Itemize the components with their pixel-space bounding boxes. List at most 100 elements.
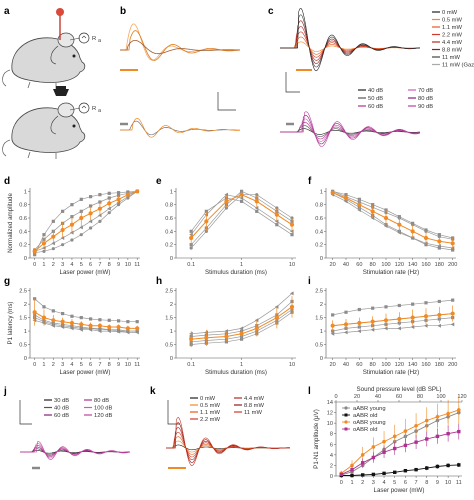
xtick-label-g-8: 8 (108, 362, 111, 368)
mean-point-e-5 (274, 212, 279, 217)
individual-point-d-2-4 (70, 238, 74, 242)
individual-point-d-1-5 (79, 225, 83, 230)
trace-b-top-2 (120, 30, 241, 61)
individual-point-i-0-0 (331, 313, 335, 317)
xtick-label-g-7: 7 (98, 362, 101, 368)
legend-k-label-1: 0 mW (200, 396, 216, 402)
mean-point-h-1 (204, 335, 209, 340)
individual-point-i-0-4 (384, 305, 388, 309)
panel-e: e 0 0.2 0.4 0.6 0.8 1 0.1 1 10 Stimulus duration (… (156, 176, 296, 276)
panel-k-label: k (150, 386, 156, 397)
series-line-l-3 (341, 431, 459, 475)
individual-point-e-3-3 (239, 199, 244, 203)
mean-point-e-0 (189, 235, 194, 241)
legend-k-label-3: 1.1 mW (200, 410, 220, 416)
mean-point-f-0 (330, 190, 335, 195)
panel-c-label: c (268, 6, 274, 17)
individual-point-d-0-2 (51, 219, 55, 223)
series-point-l-2-7 (414, 423, 418, 428)
legend-k-label-5: 4.4 mW (244, 396, 264, 402)
legend-j-label-1: 30 dB (54, 398, 69, 404)
scale-bar-b (217, 92, 236, 111)
series-point-l-1-3 (371, 472, 376, 477)
mean-point-g-1 (41, 315, 47, 320)
individual-point-i-0-2 (357, 307, 361, 312)
mean-point-i-5 (397, 316, 402, 322)
mean-point-f-2 (357, 202, 362, 207)
ytick-label-f-1: 0.2 (315, 243, 323, 249)
series-point-l-3-9 (435, 434, 440, 439)
mean-point-i-8 (437, 312, 442, 318)
legend-sound-label-3: 60 dB (368, 104, 383, 110)
individual-point-g-0-6 (88, 317, 93, 321)
ytick-label-i-0: 0 (320, 356, 323, 362)
individual-point-e-2-4 (255, 193, 259, 197)
mean-point-h-2 (224, 334, 229, 339)
series-line-l-2 (341, 409, 459, 474)
series-point-l-2-1 (350, 463, 354, 468)
ytick-label-g-4: 2 (24, 302, 27, 308)
series-point-l-1-8 (425, 466, 429, 470)
panel-h-label: h (156, 276, 162, 287)
panel-i-label: i (308, 276, 311, 287)
series-point-l-2-8 (424, 418, 429, 423)
speaker-icon (56, 86, 66, 89)
mean-point-h-5 (274, 315, 279, 320)
mean-point-h-0 (189, 337, 194, 342)
series-point-l-2-5 (392, 434, 397, 439)
mean-point-g-11 (135, 326, 140, 331)
ytick-label-f-0: 0 (320, 256, 323, 262)
mean-point-g-0 (32, 310, 37, 315)
individual-point-i-1-2 (357, 329, 361, 334)
individual-point-d-2-10 (126, 196, 130, 200)
recording-label-2: R (92, 106, 96, 112)
individual-point-d-2-7 (98, 219, 102, 223)
xtick-label-g-11: 11 (134, 362, 140, 368)
individual-point-i-1-4 (384, 326, 388, 331)
individual-point-d-0-8 (107, 191, 111, 195)
xtick-label-h-1: 1 (240, 362, 243, 368)
xtick-label-d-5: 5 (80, 262, 83, 268)
legend-laser-label-8: 11 mW (Gazineo) (442, 63, 474, 69)
legend-j-label-2: 40 dB (54, 406, 69, 412)
xtick-label-l-3: 3 (372, 480, 375, 486)
legend-l-marker-0 (344, 406, 348, 410)
individual-line-d-1 (34, 190, 138, 252)
individual-point-e-3-6 (290, 233, 294, 237)
oabr-traces-b-top (120, 23, 241, 61)
ytick-label-l-1: 2 (330, 463, 333, 469)
individual-point-i-0-6 (411, 302, 415, 306)
mean-point-g-5 (79, 322, 84, 327)
individual-point-g-0-7 (98, 318, 102, 322)
ytick-label-d-5: 1 (24, 189, 27, 195)
aabr-traces-c-bottom (280, 111, 421, 147)
xtick-label-i-4: 100 (381, 362, 390, 368)
top-tick-label-l-0: 0 (334, 394, 337, 400)
xtick-label-f-0: 20 (330, 262, 336, 268)
ytick-label-h-3: 1.5 (165, 316, 173, 322)
mean-point-d-11 (135, 189, 140, 194)
individual-point-d-2-2 (51, 247, 55, 251)
ytick-label-l-7: 14 (327, 400, 333, 406)
top-tick-label-l-4: 80 (417, 394, 423, 400)
mean-point-i-1 (343, 322, 349, 327)
individual-point-d-0-9 (116, 191, 121, 195)
individual-line-f-2 (332, 190, 453, 240)
xlabel-l: Laser power (mW) (374, 487, 425, 494)
xtick-label-l-8: 8 (425, 480, 428, 486)
individual-point-g-0-10 (126, 320, 130, 324)
individual-point-g-0-3 (61, 311, 65, 316)
xtick-label-g-10: 10 (125, 362, 131, 368)
individual-point-i-1-8 (437, 323, 441, 328)
mean-point-d-9 (116, 197, 121, 202)
mean-point-e-4 (254, 199, 259, 204)
trace-j-6 (20, 441, 131, 460)
series-point-l-3-10 (446, 432, 450, 436)
xtick-label-f-2: 60 (356, 262, 362, 268)
mean-point-f-8 (437, 239, 442, 244)
individual-point-i-1-6 (410, 325, 415, 330)
series-point-l-2-11 (456, 408, 461, 412)
ytick-label-e-4: 0.8 (165, 203, 173, 209)
mean-point-g-10 (125, 326, 130, 331)
individual-line-i-0 (332, 299, 453, 316)
